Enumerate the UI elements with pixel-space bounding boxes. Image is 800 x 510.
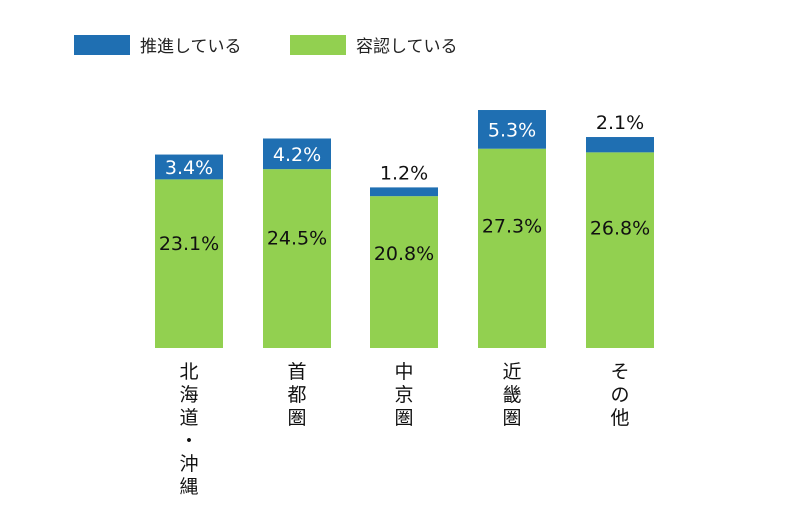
data-label-promoting-3: 1.2% [380, 162, 428, 184]
data-label-accepting-4: 27.3% [482, 215, 542, 237]
bar-promoting-4 [478, 110, 546, 149]
bar-promoting-1 [155, 154, 223, 180]
data-labels-group: 23.1% 3.4% 24.5% 4.2% 20.8% 1.2% 27.3% 5.3% 26.8… [159, 112, 650, 265]
bar-accepting-3 [370, 196, 438, 348]
bar-accepting-5 [586, 152, 654, 348]
data-label-accepting-1: 23.1% [159, 233, 219, 255]
legend-label-accepting: 容認している [356, 37, 458, 57]
bar-accepting-4 [478, 148, 546, 348]
bar-promoting-3 [370, 187, 438, 197]
bar-accepting-2 [263, 169, 331, 348]
data-label-accepting-2: 24.5% [267, 227, 327, 249]
x-tick-label-2: 首都圏 [287, 361, 306, 429]
data-label-promoting-4: 5.3% [488, 119, 536, 141]
data-label-promoting-5: 2.1% [596, 112, 644, 134]
legend-label-promoting: 推進している [140, 37, 242, 57]
x-tick-label-1: 北海道・沖縄 [179, 361, 198, 498]
data-label-promoting-2: 4.2% [273, 144, 321, 166]
x-tick-label-5: その他 [610, 361, 629, 429]
bar-promoting-5 [586, 137, 654, 153]
legend-swatch-accepting [290, 35, 346, 55]
legend: 推進している 容認している [74, 35, 458, 57]
x-tick-labels-group: 北海道・沖縄 首都圏 中京圏 近畿圏 その他 [179, 361, 629, 498]
legend-swatch-promoting [74, 35, 130, 55]
x-tick-label-4: 近畿圏 [502, 361, 521, 429]
bar-promoting-2 [263, 138, 331, 170]
data-label-accepting-5: 26.8% [590, 218, 650, 240]
data-label-accepting-3: 20.8% [374, 243, 434, 265]
bars-group [155, 110, 654, 348]
bar-accepting-1 [155, 179, 223, 348]
x-tick-label-3: 中京圏 [394, 361, 413, 429]
data-label-promoting-1: 3.4% [165, 157, 213, 179]
